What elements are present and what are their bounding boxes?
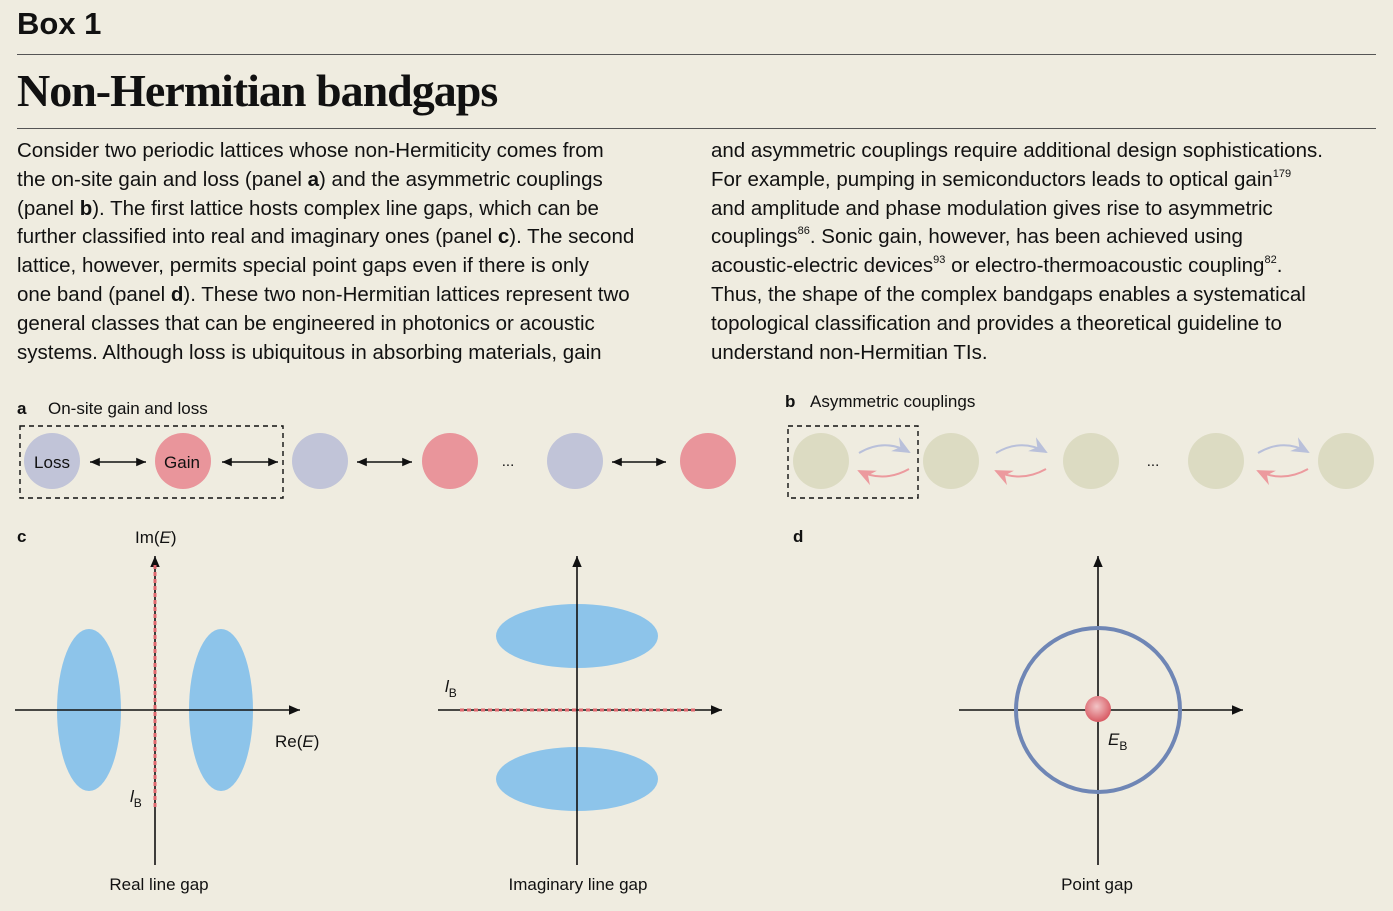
caption-real-line-gap: Real line gap (109, 875, 208, 894)
text-line: acoustic-electric devices93 or electro-t… (711, 252, 1323, 281)
text-line: the on-site gain and loss (panel a) and … (17, 166, 634, 195)
text-line: and asymmetric couplings require additio… (711, 137, 1323, 166)
eb-label: EB (1108, 730, 1127, 753)
text-segment: topological classification and provides … (711, 311, 1282, 335)
forward-coupling-arrow (858, 437, 911, 454)
citation: 82 (1264, 254, 1277, 267)
re-axis-label: Re(E) (275, 732, 319, 751)
lb-label: lB (445, 677, 457, 700)
backward-coupling-arrow (857, 468, 910, 486)
panel-c-letter: c (17, 527, 26, 546)
gain-site (155, 433, 211, 489)
text-segment: a (307, 167, 320, 191)
forward-coupling-arrow (995, 437, 1048, 454)
lb-label: lB (130, 787, 142, 810)
caption-point-gap: Point gap (1061, 875, 1133, 894)
unit-cell-box (787, 425, 919, 499)
loss-site (547, 433, 603, 489)
text-line: Thus, the shape of the complex bandgaps … (711, 281, 1323, 310)
text-segment: . Sonic gain, however, has been achieved… (809, 225, 1243, 249)
citation: 179 (1272, 167, 1292, 180)
text-line: topological classification and provides … (711, 310, 1323, 339)
text-segment: and amplitude and phase modulation gives… (711, 196, 1273, 220)
panel-d-letter: d (793, 527, 803, 546)
text-segment: Thus, the shape of the complex bandgaps … (711, 282, 1306, 306)
text-line: one band (panel d). These two non-Hermit… (17, 281, 634, 310)
text-segment: and asymmetric couplings require additio… (711, 139, 1323, 162)
unit-cell-box (19, 425, 284, 499)
text-segment: couplings (711, 225, 798, 249)
text-line: couplings86. Sonic gain, however, has be… (711, 223, 1323, 252)
text-segment: ). The first lattice hosts complex line … (92, 196, 599, 220)
panel-a-letter: a (17, 399, 27, 418)
loss-label: Loss (34, 453, 70, 472)
backward-coupling-arrow (1256, 468, 1309, 486)
text-segment: acoustic-electric devices (711, 254, 934, 278)
text-segment: c (497, 225, 510, 249)
text-segment: the on-site gain and loss (panel (17, 167, 308, 191)
text-line: systems. Although loss is ubiquitous in … (17, 339, 634, 368)
lattice-site (1318, 433, 1374, 489)
divider (17, 128, 1376, 129)
text-segment: (panel (17, 196, 80, 220)
im-axis-label: Im(E) (135, 528, 177, 547)
text-segment: b (79, 196, 93, 220)
text-line: lattice, however, permits special point … (17, 252, 634, 281)
panel-b-letter: b (785, 392, 795, 411)
gain-site (680, 433, 736, 489)
loss-site (24, 433, 80, 489)
text-segment: Consider two periodic lattices whose non… (17, 139, 604, 162)
ellipsis: ... (1147, 453, 1160, 470)
page-title: Non-Hermitian bandgaps (17, 65, 498, 116)
box-label: Box 1 (17, 6, 102, 41)
panel-a-title: On-site gain and loss (48, 399, 208, 418)
text-line: further classified into real and imagina… (17, 223, 634, 252)
ellipsis: ... (502, 453, 515, 470)
loss-site (292, 433, 348, 489)
gain-site (422, 433, 478, 489)
text-line: and amplitude and phase modulation gives… (711, 195, 1323, 224)
text-segment: lattice, however, permits special point … (17, 254, 590, 278)
citation: 86 (797, 225, 810, 238)
text-segment: ) and the asymmetric couplings (319, 167, 603, 191)
lattice-site (1188, 433, 1244, 489)
text-line: understand non-Hermitian TIs. (711, 339, 1323, 368)
text-segment: ). These two non-Hermitian lattices repr… (183, 282, 630, 306)
text-segment: . (1276, 254, 1283, 278)
text-column-left: Consider two periodic lattices whose non… (17, 137, 634, 367)
spectrum-loop (1014, 626, 1182, 794)
text-line: Consider two periodic lattices whose non… (17, 137, 634, 166)
text-segment: one band (panel (17, 282, 171, 306)
text-segment: or electro-thermoacoustic coupling (945, 254, 1265, 278)
divider (17, 54, 1376, 55)
citation: 93 (933, 254, 946, 267)
forward-coupling-arrow (1257, 437, 1310, 454)
lattice-site (793, 433, 849, 489)
text-segment: general classes that can be engineered i… (17, 311, 595, 335)
text-segment: systems. Although loss is ubiquitous in … (17, 340, 602, 364)
lattice-site (1063, 433, 1119, 489)
text-column-right: and asymmetric couplings require additio… (711, 137, 1323, 367)
gain-label: Gain (164, 453, 200, 472)
text-line: For example, pumping in semiconductors l… (711, 166, 1323, 195)
text-segment: ). The second (509, 225, 635, 249)
text-line: (panel b). The first lattice hosts compl… (17, 195, 634, 224)
text-line: general classes that can be engineered i… (17, 310, 634, 339)
lattice-site (923, 433, 979, 489)
text-segment: For example, pumping in semiconductors l… (711, 167, 1273, 191)
text-segment: further classified into real and imagina… (17, 225, 498, 249)
text-segment: understand non-Hermitian TIs. (711, 340, 988, 364)
panel-b-title: Asymmetric couplings (810, 392, 975, 411)
reference-energy-point (1085, 696, 1111, 722)
caption-imaginary-line-gap: Imaginary line gap (509, 875, 648, 894)
text-segment: d (170, 282, 184, 306)
backward-coupling-arrow (994, 468, 1047, 486)
